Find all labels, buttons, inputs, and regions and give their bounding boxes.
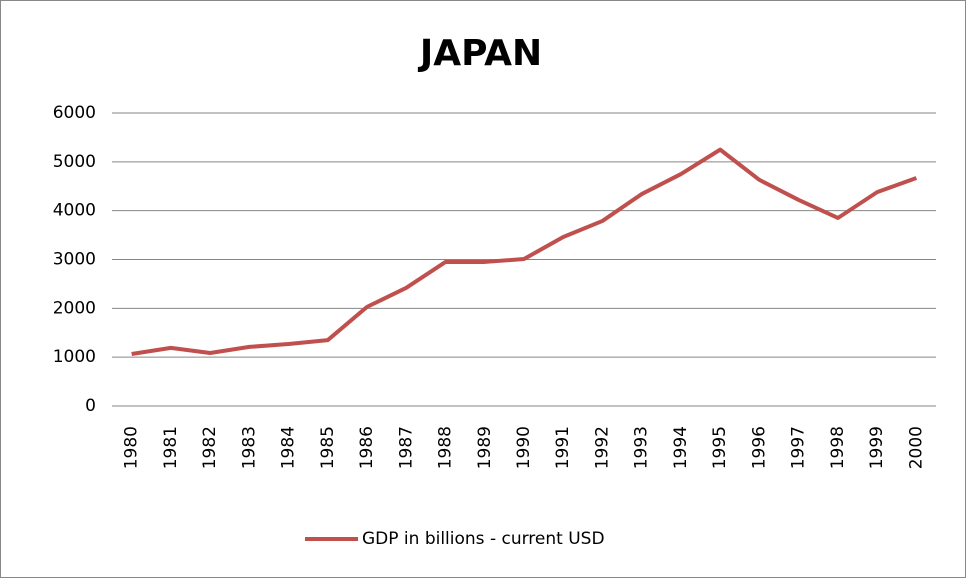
chart-title: JAPAN (417, 33, 542, 74)
x-tick-label: 1987 (396, 426, 416, 469)
y-tick-label: 2000 (53, 298, 96, 318)
x-tick-label: 1984 (279, 426, 299, 469)
y-tick-label: 5000 (53, 152, 96, 172)
x-tick-label: 1993 (632, 426, 652, 469)
y-tick-label: 4000 (53, 201, 96, 221)
x-tick-label: 1995 (710, 426, 730, 469)
x-tick-label: 1982 (200, 426, 220, 469)
x-tick-label: 1988 (436, 426, 456, 469)
x-tick-label: 1985 (318, 426, 338, 469)
x-tick-label: 1990 (514, 426, 534, 469)
x-tick-label: 1998 (828, 426, 848, 469)
x-tick-label: 1981 (161, 426, 181, 469)
y-tick-label: 0 (85, 396, 96, 416)
y-tick-label: 3000 (53, 250, 96, 270)
x-tick-label: 1986 (357, 426, 377, 469)
x-tick-label: 1994 (671, 426, 691, 469)
x-tick-label: 1989 (475, 426, 495, 469)
x-tick-label: 1980 (122, 426, 142, 469)
x-tick-label: 1996 (749, 426, 769, 469)
x-tick-label: 1983 (239, 426, 259, 469)
legend-label: GDP in billions - current USD (362, 529, 605, 549)
y-tick-label: 1000 (53, 347, 96, 367)
x-tick-label: 1997 (789, 426, 809, 469)
x-tick-label: 1999 (867, 426, 887, 469)
x-tick-label: 2000 (906, 426, 926, 469)
data-line (131, 147, 918, 356)
x-tick-label: 1992 (592, 426, 612, 469)
x-tick-label: 1991 (553, 426, 573, 469)
y-tick-label: 6000 (53, 103, 96, 123)
